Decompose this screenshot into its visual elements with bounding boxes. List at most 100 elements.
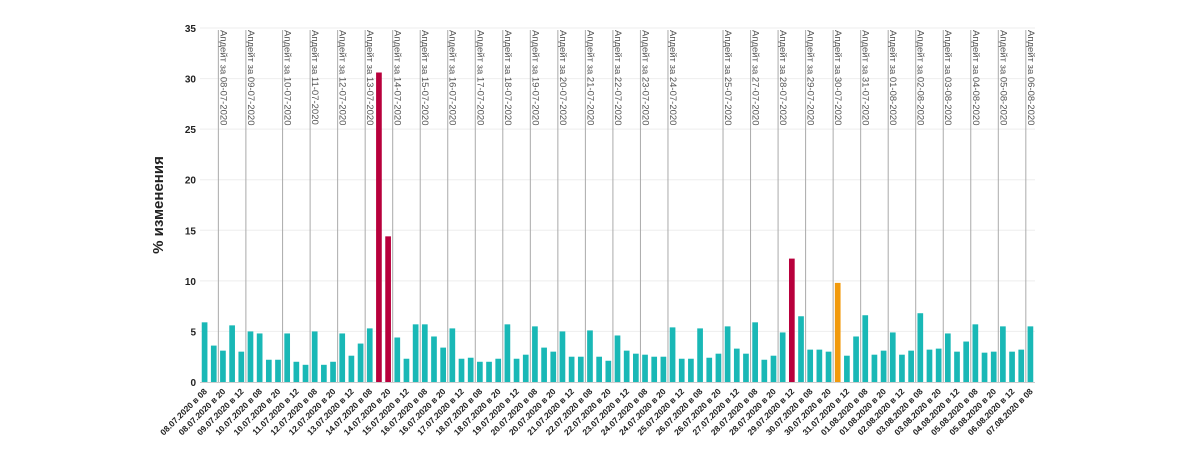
- bar: [513, 358, 520, 382]
- annotation-label: Апдейт за 30-07-2020: [832, 30, 843, 125]
- annotation-label: Апдейт за 21-07-2020: [584, 30, 595, 125]
- bar: [614, 335, 621, 382]
- bar: [467, 357, 474, 382]
- y-tick-label: 35: [185, 24, 197, 35]
- bar: [779, 332, 786, 382]
- annotation-label: Апдейт за 25-07-2020: [722, 30, 733, 125]
- annotation-label: Апдейт за 29-07-2020: [805, 30, 816, 125]
- bar: [1000, 326, 1006, 382]
- bar: [311, 331, 318, 382]
- annotation-label: Апдейт за 03-08-2020: [942, 30, 953, 125]
- annotation-label: Апдейт за 12-07-2020: [337, 30, 348, 125]
- bar: [834, 282, 841, 382]
- bar: [678, 358, 685, 382]
- y-tick-label: 30: [185, 75, 197, 86]
- bar: [522, 354, 529, 382]
- bar: [623, 350, 630, 382]
- annotation-label: Апдейт за 16-07-2020: [447, 30, 458, 125]
- bar: [458, 358, 465, 382]
- bar: [926, 349, 933, 382]
- bar: [605, 360, 612, 382]
- bar: [449, 328, 456, 382]
- y-tick-label: 5: [190, 327, 196, 338]
- annotation-label: Апдейт за 02-08-2020: [915, 30, 926, 125]
- bar: [385, 236, 391, 382]
- bar: [660, 356, 667, 382]
- bar: [788, 258, 795, 382]
- bar: [256, 333, 263, 382]
- annotation-label: Апдейт за 24-07-2020: [667, 30, 678, 125]
- annotation-label: Апдейт за 04-08-2020: [970, 30, 981, 125]
- bar: [275, 359, 281, 382]
- bar: [210, 345, 217, 382]
- bar: [477, 361, 483, 382]
- annotation-label: Апдейт за 31-07-2020: [860, 30, 871, 125]
- bar: [421, 324, 428, 382]
- bar: [761, 359, 768, 382]
- bar: [880, 350, 887, 382]
- annotation-label: Апдейт за 18-07-2020: [502, 30, 513, 125]
- bar: [284, 333, 291, 382]
- bar: [935, 348, 942, 382]
- y-tick-label: 15: [185, 226, 197, 237]
- annotation-label: Апдейт за 22-07-2020: [612, 30, 623, 125]
- bars: [201, 72, 1034, 382]
- annotation-label: Апдейт за 17-07-2020: [474, 30, 485, 125]
- annotation-label: Апдейт за 10-07-2020: [282, 30, 293, 125]
- bar: [669, 327, 676, 382]
- bar: [889, 332, 896, 382]
- bar: [1009, 351, 1015, 382]
- bar: [972, 324, 979, 382]
- bar: [733, 348, 740, 382]
- annotation-label: Апдейт за 19-07-2020: [529, 30, 540, 125]
- bar: [229, 325, 235, 382]
- annotation-label: Апдейт за 23-07-2020: [639, 30, 650, 125]
- bar: [201, 322, 208, 382]
- bar: [339, 333, 346, 382]
- y-tick-label: 0: [190, 378, 196, 389]
- bar: [366, 328, 373, 382]
- bar: [642, 354, 648, 382]
- bar: [265, 359, 272, 382]
- bar: [816, 349, 823, 382]
- annotation-label: Апдейт за 13-07-2020: [364, 30, 375, 125]
- annotation-label: Апдейт за 15-07-2020: [419, 30, 430, 125]
- bar: [715, 353, 722, 382]
- annotation-label: Апдейт за 05-08-2020: [997, 30, 1008, 125]
- bar: [724, 326, 731, 382]
- y-tick-label: 20: [185, 176, 197, 187]
- bar: [990, 351, 997, 382]
- bar: [908, 350, 914, 382]
- bar: [633, 353, 639, 382]
- bar: [871, 354, 878, 382]
- bar: [532, 326, 538, 382]
- bar: [486, 361, 492, 382]
- annotation-label: Апдейт за 28-07-2020: [777, 30, 788, 125]
- bar: [706, 357, 713, 382]
- annotation-label: Апдейт за 06-08-2020: [1025, 30, 1036, 125]
- y-tick-label: 25: [185, 125, 197, 136]
- bar: [431, 336, 437, 382]
- y-tick-label: 10: [185, 277, 197, 288]
- bar: [963, 341, 970, 382]
- bar: [559, 331, 566, 382]
- bar: [844, 355, 850, 382]
- annotation-label: Апдейт за 01-08-2020: [887, 30, 898, 125]
- bar: [862, 315, 869, 382]
- bar: [550, 351, 557, 382]
- bar: [412, 324, 419, 382]
- bar: [899, 354, 905, 382]
- bar: [587, 330, 593, 382]
- bar: [357, 343, 364, 382]
- bar: [495, 358, 502, 382]
- bar: [394, 337, 401, 382]
- annotation-label: Апдейт за 08-07-2020: [217, 30, 228, 125]
- bar: [440, 347, 447, 382]
- bar: [293, 361, 300, 382]
- bar: [752, 322, 758, 382]
- annotation-label: Апдейт за 14-07-2020: [392, 30, 403, 125]
- bar: [238, 351, 245, 382]
